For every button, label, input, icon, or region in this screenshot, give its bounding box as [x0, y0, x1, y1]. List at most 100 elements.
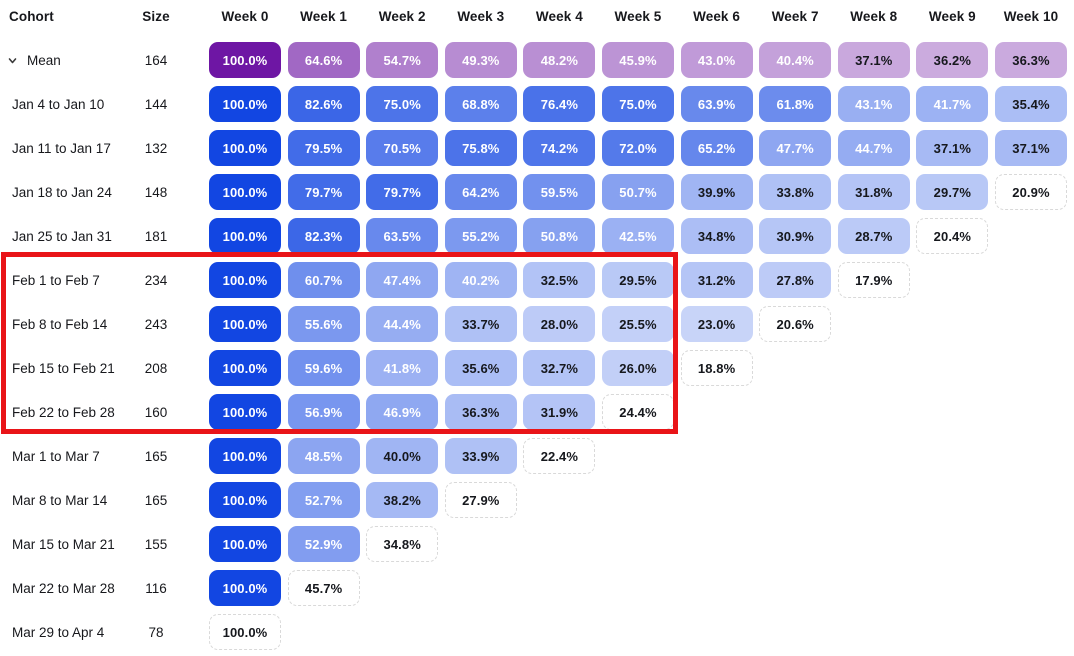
retention-cell[interactable]: 60.7%	[287, 262, 360, 298]
retention-cell[interactable]: 30.9%	[759, 218, 832, 254]
retention-cell[interactable]: 68.8%	[444, 86, 517, 122]
retention-cell[interactable]: 25.5%	[601, 306, 674, 342]
retention-cell[interactable]: 44.7%	[837, 130, 910, 166]
retention-cell[interactable]: 47.7%	[759, 130, 832, 166]
retention-cell[interactable]: 34.8%	[680, 218, 753, 254]
retention-cell[interactable]: 31.9%	[523, 394, 596, 430]
retention-cell[interactable]: 31.8%	[837, 174, 910, 210]
retention-cell[interactable]: 26.0%	[601, 350, 674, 386]
retention-cell[interactable]: 100.0%	[209, 262, 281, 298]
retention-cell[interactable]: 100.0%	[209, 42, 281, 78]
retention-cell[interactable]: 39.9%	[680, 174, 753, 210]
retention-cell[interactable]: 33.9%	[444, 438, 517, 474]
retention-cell[interactable]: 44.4%	[366, 306, 439, 342]
retention-cell[interactable]: 100.0%	[209, 350, 281, 386]
retention-cell[interactable]: 35.6%	[444, 350, 517, 386]
retention-cell[interactable]: 72.0%	[601, 130, 674, 166]
retention-cell[interactable]: 42.5%	[601, 218, 674, 254]
retention-cell[interactable]: 20.4%	[916, 218, 989, 254]
retention-cell[interactable]: 59.5%	[523, 174, 596, 210]
retention-cell[interactable]: 41.8%	[366, 350, 439, 386]
retention-cell[interactable]: 79.7%	[287, 174, 360, 210]
retention-cell[interactable]: 75.0%	[366, 86, 439, 122]
retention-cell[interactable]: 36.2%	[916, 42, 989, 78]
retention-cell[interactable]: 22.4%	[523, 438, 596, 474]
retention-cell[interactable]: 40.2%	[444, 262, 517, 298]
retention-cell[interactable]: 49.3%	[444, 42, 517, 78]
retention-cell[interactable]: 61.8%	[759, 86, 832, 122]
retention-cell[interactable]: 29.7%	[916, 174, 989, 210]
retention-cell[interactable]: 59.6%	[287, 350, 360, 386]
retention-cell[interactable]: 43.1%	[837, 86, 910, 122]
retention-cell[interactable]: 50.7%	[601, 174, 674, 210]
retention-cell[interactable]: 100.0%	[209, 570, 281, 606]
retention-cell[interactable]: 76.4%	[523, 86, 596, 122]
retention-cell[interactable]: 32.5%	[523, 262, 596, 298]
retention-cell[interactable]: 56.9%	[287, 394, 360, 430]
retention-cell[interactable]: 40.0%	[366, 438, 439, 474]
retention-cell[interactable]: 55.2%	[444, 218, 517, 254]
retention-cell[interactable]: 34.8%	[366, 526, 439, 562]
retention-cell[interactable]: 82.6%	[287, 86, 360, 122]
retention-cell[interactable]: 50.8%	[523, 218, 596, 254]
retention-cell[interactable]: 24.4%	[601, 394, 674, 430]
retention-cell[interactable]: 23.0%	[680, 306, 753, 342]
retention-cell[interactable]: 37.1%	[916, 130, 989, 166]
retention-cell[interactable]: 20.6%	[759, 306, 832, 342]
retention-cell[interactable]: 31.2%	[680, 262, 753, 298]
retention-cell[interactable]: 100.0%	[209, 614, 281, 650]
retention-cell[interactable]: 48.5%	[287, 438, 360, 474]
retention-cell[interactable]: 63.5%	[366, 218, 439, 254]
retention-cell[interactable]: 52.9%	[287, 526, 360, 562]
retention-cell[interactable]: 55.6%	[287, 306, 360, 342]
retention-cell[interactable]: 33.7%	[444, 306, 517, 342]
retention-cell[interactable]: 20.9%	[994, 174, 1067, 210]
retention-cell[interactable]: 100.0%	[209, 130, 281, 166]
retention-cell[interactable]: 100.0%	[209, 86, 281, 122]
retention-cell[interactable]: 70.5%	[366, 130, 439, 166]
retention-cell[interactable]: 64.6%	[287, 42, 360, 78]
retention-cell[interactable]: 48.2%	[523, 42, 596, 78]
chevron-down-icon[interactable]	[7, 55, 18, 66]
retention-cell[interactable]: 100.0%	[209, 174, 281, 210]
retention-cell[interactable]: 32.7%	[523, 350, 596, 386]
retention-cell[interactable]: 100.0%	[209, 482, 281, 518]
retention-cell[interactable]: 28.0%	[523, 306, 596, 342]
retention-cell[interactable]: 38.2%	[366, 482, 439, 518]
retention-cell[interactable]: 75.0%	[601, 86, 674, 122]
retention-cell[interactable]: 46.9%	[366, 394, 439, 430]
retention-cell[interactable]: 52.7%	[287, 482, 360, 518]
retention-cell[interactable]: 64.2%	[444, 174, 517, 210]
retention-cell[interactable]: 41.7%	[916, 86, 989, 122]
retention-cell[interactable]: 29.5%	[601, 262, 674, 298]
retention-cell[interactable]: 47.4%	[366, 262, 439, 298]
retention-cell[interactable]: 36.3%	[444, 394, 517, 430]
retention-cell[interactable]: 100.0%	[209, 526, 281, 562]
retention-cell[interactable]: 63.9%	[680, 86, 753, 122]
retention-cell[interactable]: 45.7%	[287, 570, 360, 606]
retention-cell[interactable]: 35.4%	[994, 86, 1067, 122]
retention-cell[interactable]: 37.1%	[837, 42, 910, 78]
retention-cell[interactable]: 79.5%	[287, 130, 360, 166]
retention-cell[interactable]: 100.0%	[209, 438, 281, 474]
retention-cell[interactable]: 17.9%	[837, 262, 910, 298]
retention-cell[interactable]: 82.3%	[287, 218, 360, 254]
retention-cell[interactable]: 33.8%	[759, 174, 832, 210]
retention-cell[interactable]: 36.3%	[994, 42, 1067, 78]
retention-cell[interactable]: 100.0%	[209, 218, 281, 254]
retention-cell[interactable]: 79.7%	[366, 174, 439, 210]
retention-cell[interactable]: 100.0%	[209, 306, 281, 342]
retention-cell[interactable]: 37.1%	[994, 130, 1067, 166]
retention-cell[interactable]: 75.8%	[444, 130, 517, 166]
retention-cell[interactable]: 27.9%	[444, 482, 517, 518]
retention-cell[interactable]: 28.7%	[837, 218, 910, 254]
retention-cell[interactable]: 100.0%	[209, 394, 281, 430]
retention-cell[interactable]: 74.2%	[523, 130, 596, 166]
retention-cell[interactable]: 65.2%	[680, 130, 753, 166]
retention-cell[interactable]: 18.8%	[680, 350, 753, 386]
retention-cell[interactable]: 45.9%	[601, 42, 674, 78]
retention-cell[interactable]: 54.7%	[366, 42, 439, 78]
retention-cell[interactable]: 43.0%	[680, 42, 753, 78]
retention-cell[interactable]: 40.4%	[759, 42, 832, 78]
retention-cell[interactable]: 27.8%	[759, 262, 832, 298]
